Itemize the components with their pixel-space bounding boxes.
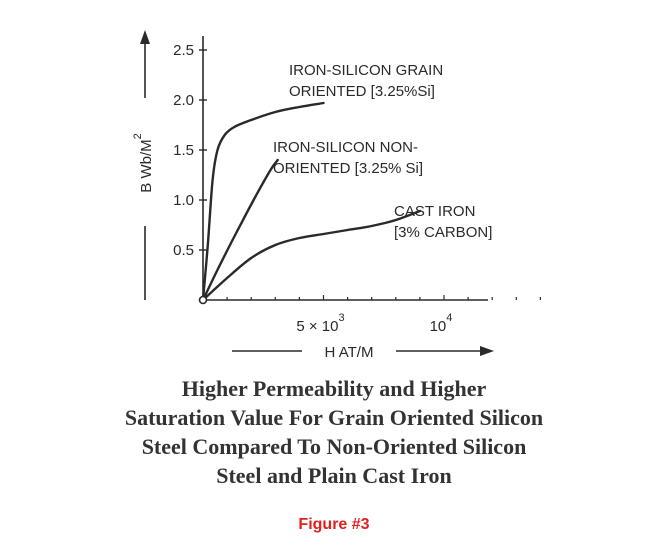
- grain-oriented-label-line-2: ORIENTED [3.25%Si]: [289, 83, 435, 100]
- x-tick-label: 5 × 103: [296, 312, 344, 335]
- y-tick-label: 1.5: [173, 142, 194, 159]
- y-tick-label: 2.0: [173, 92, 194, 109]
- caption-line-2: Saturation Value For Grain Oriented Sili…: [124, 405, 544, 430]
- caption-line-4: Steel and Plain Cast Iron: [216, 463, 452, 488]
- x-tick-label: 104: [430, 312, 453, 335]
- cast-iron-label-line-2: [3% CARBON]: [394, 224, 492, 241]
- cast-iron-curve: [201, 209, 422, 302]
- origin-marker: [198, 295, 208, 305]
- grain-oriented-label-line-1: IRON-SILICON GRAIN: [289, 62, 443, 79]
- y-axis-label: B Wb/M2: [132, 133, 155, 192]
- figure-label: Figure #3: [298, 516, 370, 533]
- non-oriented-label-line-1: IRON-SILICON NON-: [273, 139, 418, 156]
- y-tick-label: 0.5: [173, 242, 194, 259]
- non-oriented-label-line-2: ORIENTED [3.25% Si]: [273, 160, 423, 177]
- non-oriented-curve: [201, 158, 279, 302]
- caption-line-1: Higher Permeability and Higher: [181, 376, 487, 401]
- caption-line-3: Steel Compared To Non-Oriented Silicon: [141, 434, 527, 459]
- cast-iron-label-line-1: CAST IRON: [394, 203, 475, 220]
- x-axis-arrowhead: [480, 346, 494, 356]
- y-tick-label: 1.0: [173, 192, 194, 209]
- grain-oriented-curve: [201, 101, 325, 302]
- x-axis-label: H AT/M: [325, 344, 374, 361]
- y-axis-arrowhead: [140, 30, 150, 44]
- y-tick-label: 2.5: [173, 42, 194, 59]
